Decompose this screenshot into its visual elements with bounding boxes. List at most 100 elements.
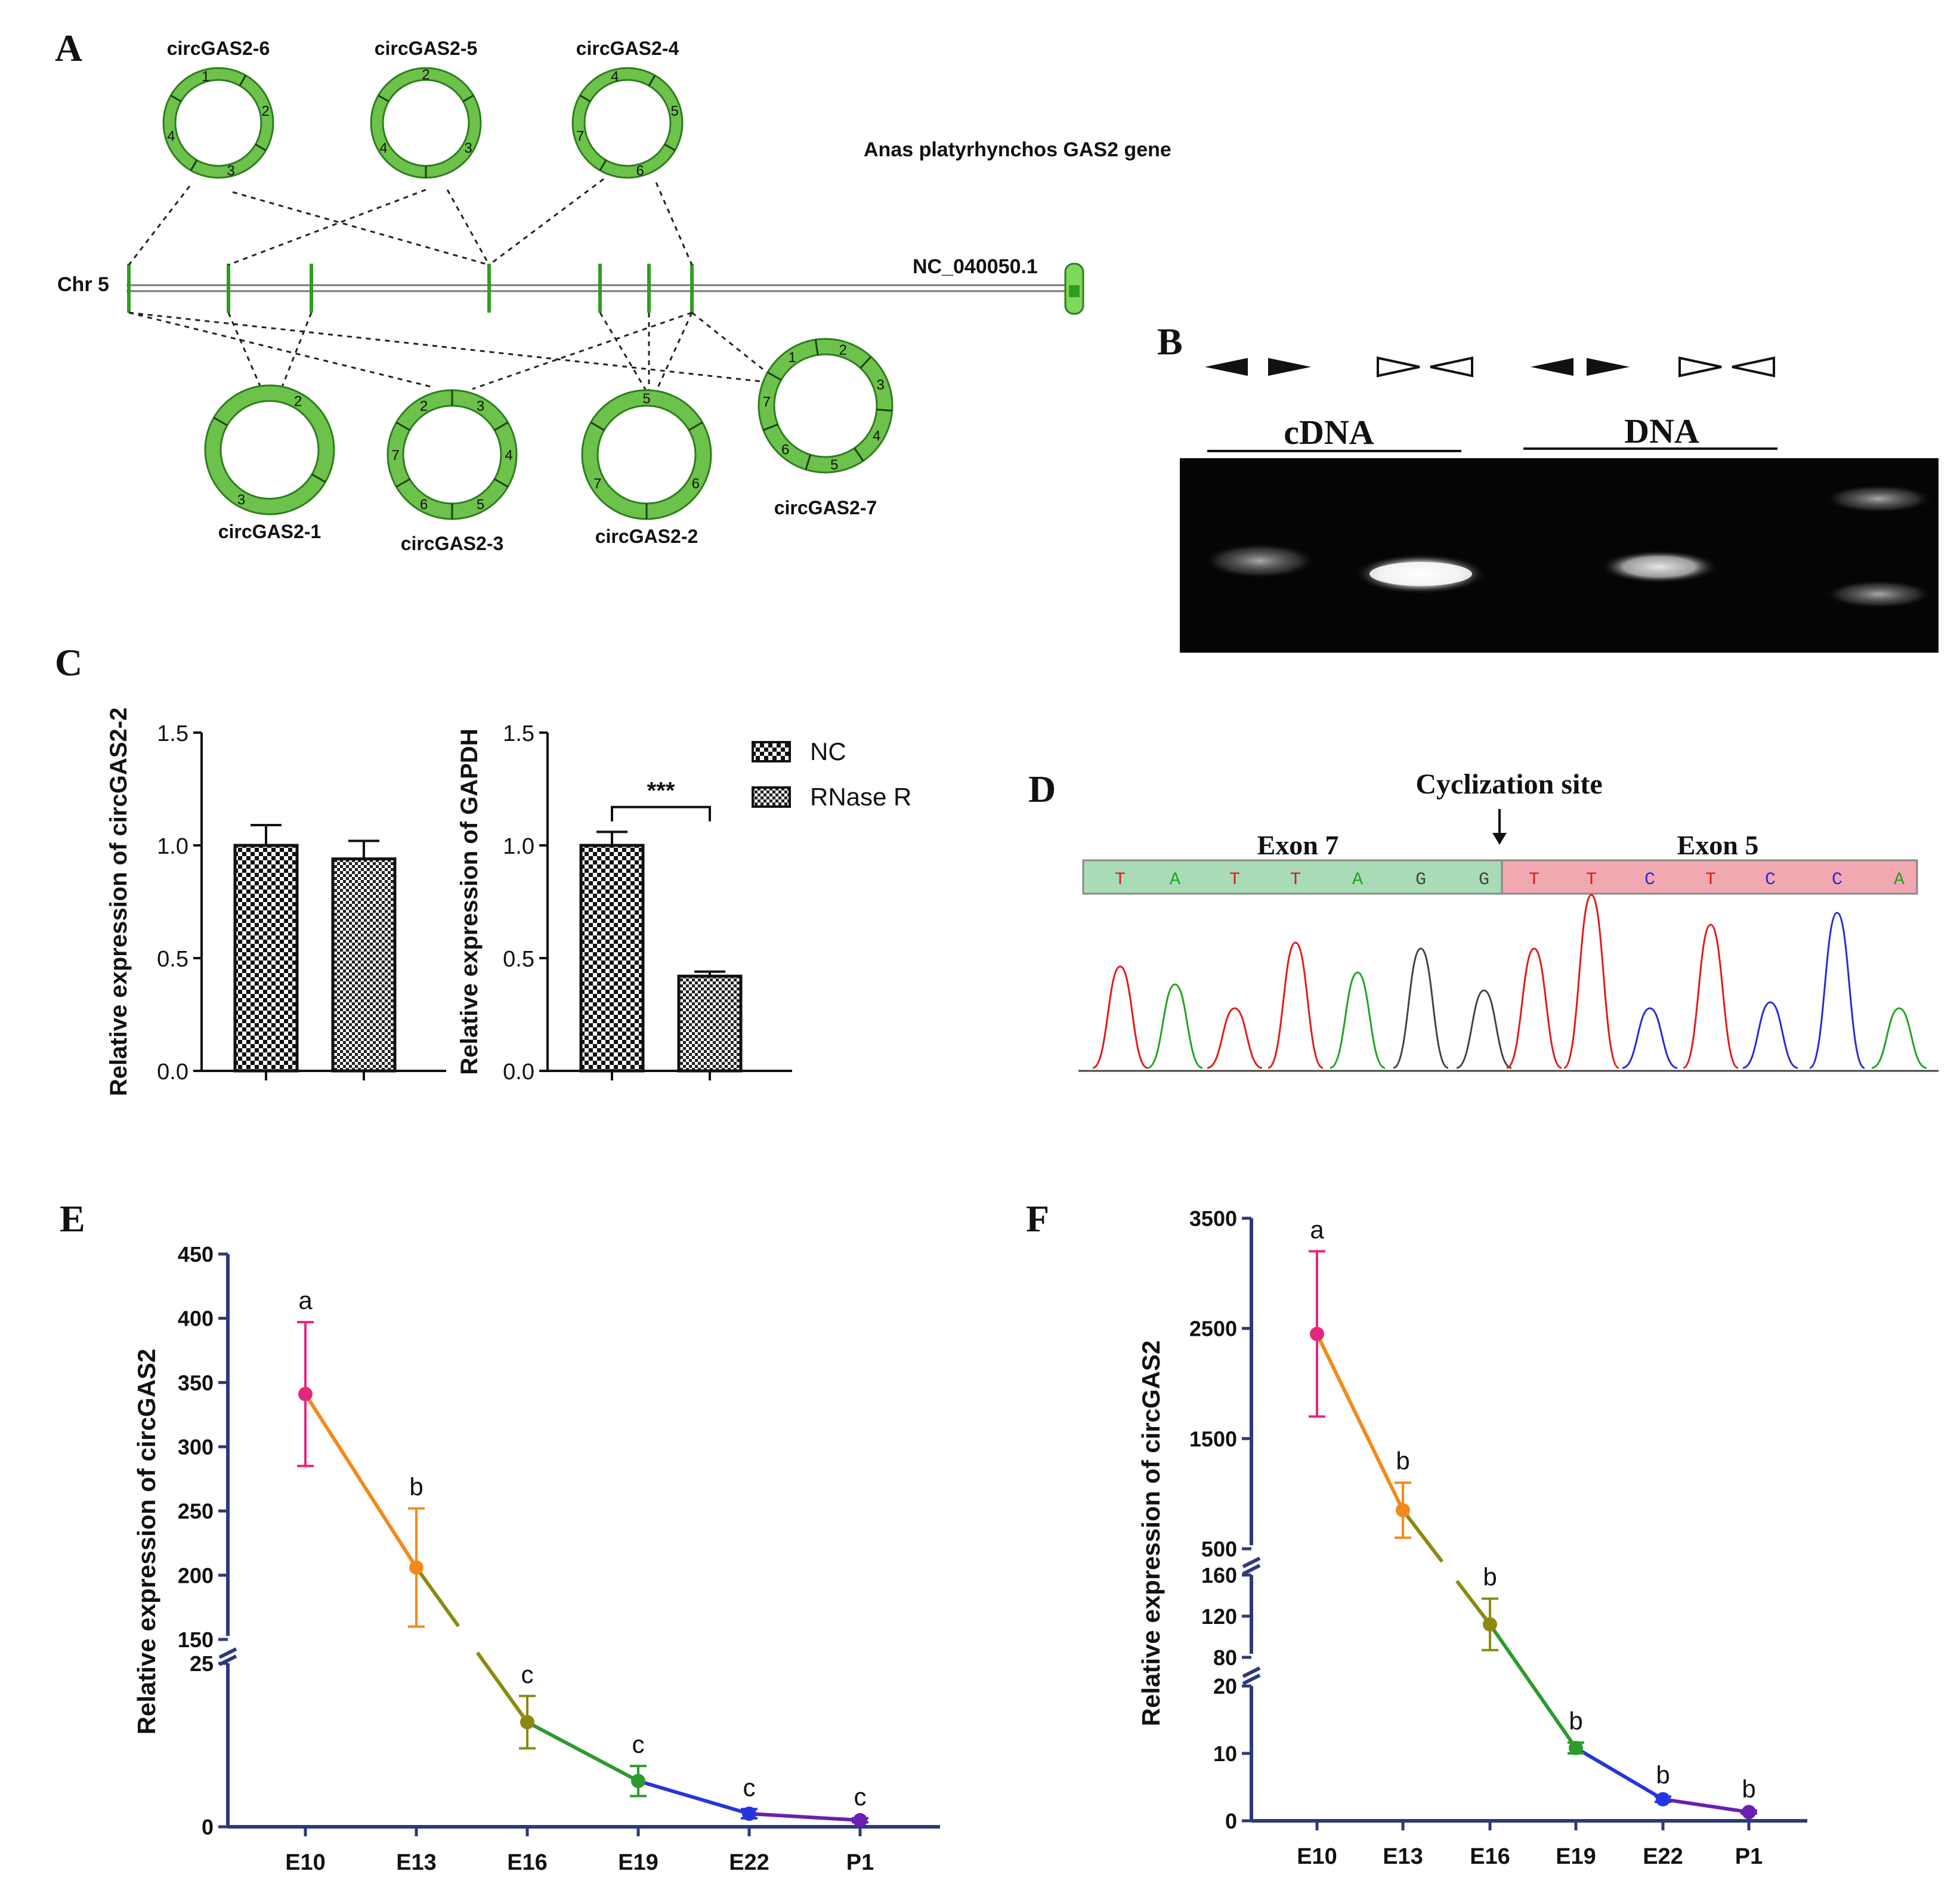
exon-boundary	[688, 421, 703, 431]
circrna-name: circGAS2-5	[375, 38, 478, 59]
exon-boundary	[805, 454, 812, 470]
exon-number: 3	[876, 377, 884, 393]
data-point	[1742, 1805, 1756, 1820]
sequence-base: G	[1415, 870, 1426, 890]
exon-number: 2	[294, 394, 302, 410]
primers-dna-divergent	[1531, 358, 1630, 376]
circrna-name: circGAS2-2	[595, 526, 698, 547]
significance-letter: b	[1396, 1447, 1409, 1475]
panel-d: D Cyclization site Exon 7 Exon 5 T A T T A G G…	[1028, 768, 1939, 1072]
significance-letter: c	[521, 1660, 534, 1688]
y-tick-label: 250	[178, 1499, 214, 1524]
x-tick-label: E10	[1297, 1844, 1337, 1869]
gel-bands	[1202, 484, 1934, 609]
data-point	[1310, 1326, 1324, 1341]
significance-letter: a	[1310, 1215, 1324, 1243]
significance-stars: ***	[647, 778, 675, 804]
circrna-circgas2-3: 2 3 4 5 6 7 circGAS2-3	[387, 389, 518, 554]
trace-peak	[1092, 965, 1148, 1069]
series-line	[1575, 1746, 1664, 1801]
exon-boundary	[395, 478, 410, 488]
x-tick-label: E19	[618, 1850, 659, 1875]
sequence-base: C	[1765, 870, 1776, 890]
gene-end-capsule	[1064, 263, 1084, 315]
legend-label: RNase R	[810, 783, 911, 811]
series-line	[1315, 1333, 1405, 1511]
sequence-base: A	[1894, 870, 1905, 890]
primer-reverse-open	[1430, 356, 1473, 378]
series-line	[749, 1812, 861, 1823]
data-point	[520, 1715, 534, 1730]
legend-swatch	[752, 786, 791, 808]
circrna-name: circGAS2-7	[774, 497, 877, 518]
circrna-ring	[387, 389, 518, 520]
exon-boundary	[170, 94, 182, 103]
y-tick-label: 1.0	[157, 834, 188, 859]
exon-boundary	[763, 424, 778, 431]
circrna-ring	[162, 67, 274, 179]
panel-letter-d: D	[1028, 768, 1056, 810]
circrna-circgas2-2: 5 6 7 circGAS2-2	[581, 389, 712, 547]
chart-c2: 0.0 0.5 1.0 1.5 Relative expression of GAPDH…	[456, 721, 911, 1085]
panel-letter-f: F	[1026, 1197, 1049, 1240]
exon-boundary	[854, 447, 864, 462]
y-tick-label: 0.5	[157, 947, 188, 972]
cyclization-arrow-head	[1492, 833, 1507, 845]
circrna-ring	[581, 389, 712, 520]
x-tick-label: E19	[1556, 1844, 1596, 1869]
exon-boundary	[190, 159, 198, 171]
chromatogram	[1092, 894, 1927, 1069]
gel-band	[1202, 543, 1317, 579]
exon-number: 3	[464, 140, 472, 156]
sequence-base: C	[1644, 870, 1655, 890]
circrna-circgas2-7: 1 2 3 4 5 6 7 circGAS2-7	[758, 338, 894, 518]
x-tick-label: E13	[396, 1850, 437, 1875]
y-axis-title: Relative expression of circGAS2	[132, 1349, 160, 1735]
exon-number: 4	[611, 69, 619, 85]
series-line	[1488, 1623, 1578, 1749]
exon-number: 2	[422, 67, 429, 83]
y-tick-label: 450	[178, 1242, 214, 1267]
primer-reverse-open	[1732, 356, 1775, 378]
exon-boundary	[213, 416, 228, 427]
connectors-bottom	[128, 311, 769, 392]
x-tick-label: E22	[729, 1850, 769, 1875]
series-line	[526, 1720, 639, 1783]
y-tick-label: 0.0	[157, 1060, 188, 1085]
exon-number: 5	[642, 391, 650, 407]
axis-break-mark	[1242, 1666, 1261, 1685]
exon-boundary	[590, 421, 605, 431]
data-point	[1656, 1792, 1670, 1806]
sequence-base: T	[1705, 870, 1716, 890]
trace-peak	[1456, 989, 1512, 1069]
exon-number: 6	[420, 496, 428, 512]
y-tick-label: 3500	[1189, 1206, 1237, 1231]
cyclization-title: Cyclization site	[1415, 768, 1602, 800]
exon-number: 3	[227, 163, 235, 179]
series-line	[475, 1651, 529, 1724]
exon-number: 3	[477, 399, 484, 415]
y-tick-label: 1500	[1189, 1426, 1237, 1451]
trace-peak	[1563, 894, 1619, 1069]
bar	[579, 844, 645, 1073]
exon-number: 7	[576, 128, 584, 144]
gel-band	[1600, 550, 1719, 583]
legend-label: NC	[810, 737, 846, 765]
exon-number: 4	[505, 447, 512, 464]
exon-number: 5	[830, 457, 838, 473]
y-tick-label: 350	[178, 1370, 214, 1395]
y-axis-title: Relative expression of circGAS2	[1137, 1341, 1165, 1727]
primers-cdna-divergent	[1205, 358, 1311, 376]
x-tick-label: E22	[1643, 1844, 1683, 1869]
y-axis-title: Relative expression of circGAS2-2	[106, 708, 132, 1096]
data-point	[1483, 1617, 1497, 1632]
trace-peak	[1267, 941, 1324, 1069]
gel-ladder-band	[1824, 484, 1934, 513]
accession-label: NC_040050.1	[913, 255, 1038, 278]
exon-7-sequence-box	[1082, 859, 1503, 895]
significance-letter: a	[298, 1286, 313, 1314]
trace-peak	[1147, 983, 1203, 1069]
